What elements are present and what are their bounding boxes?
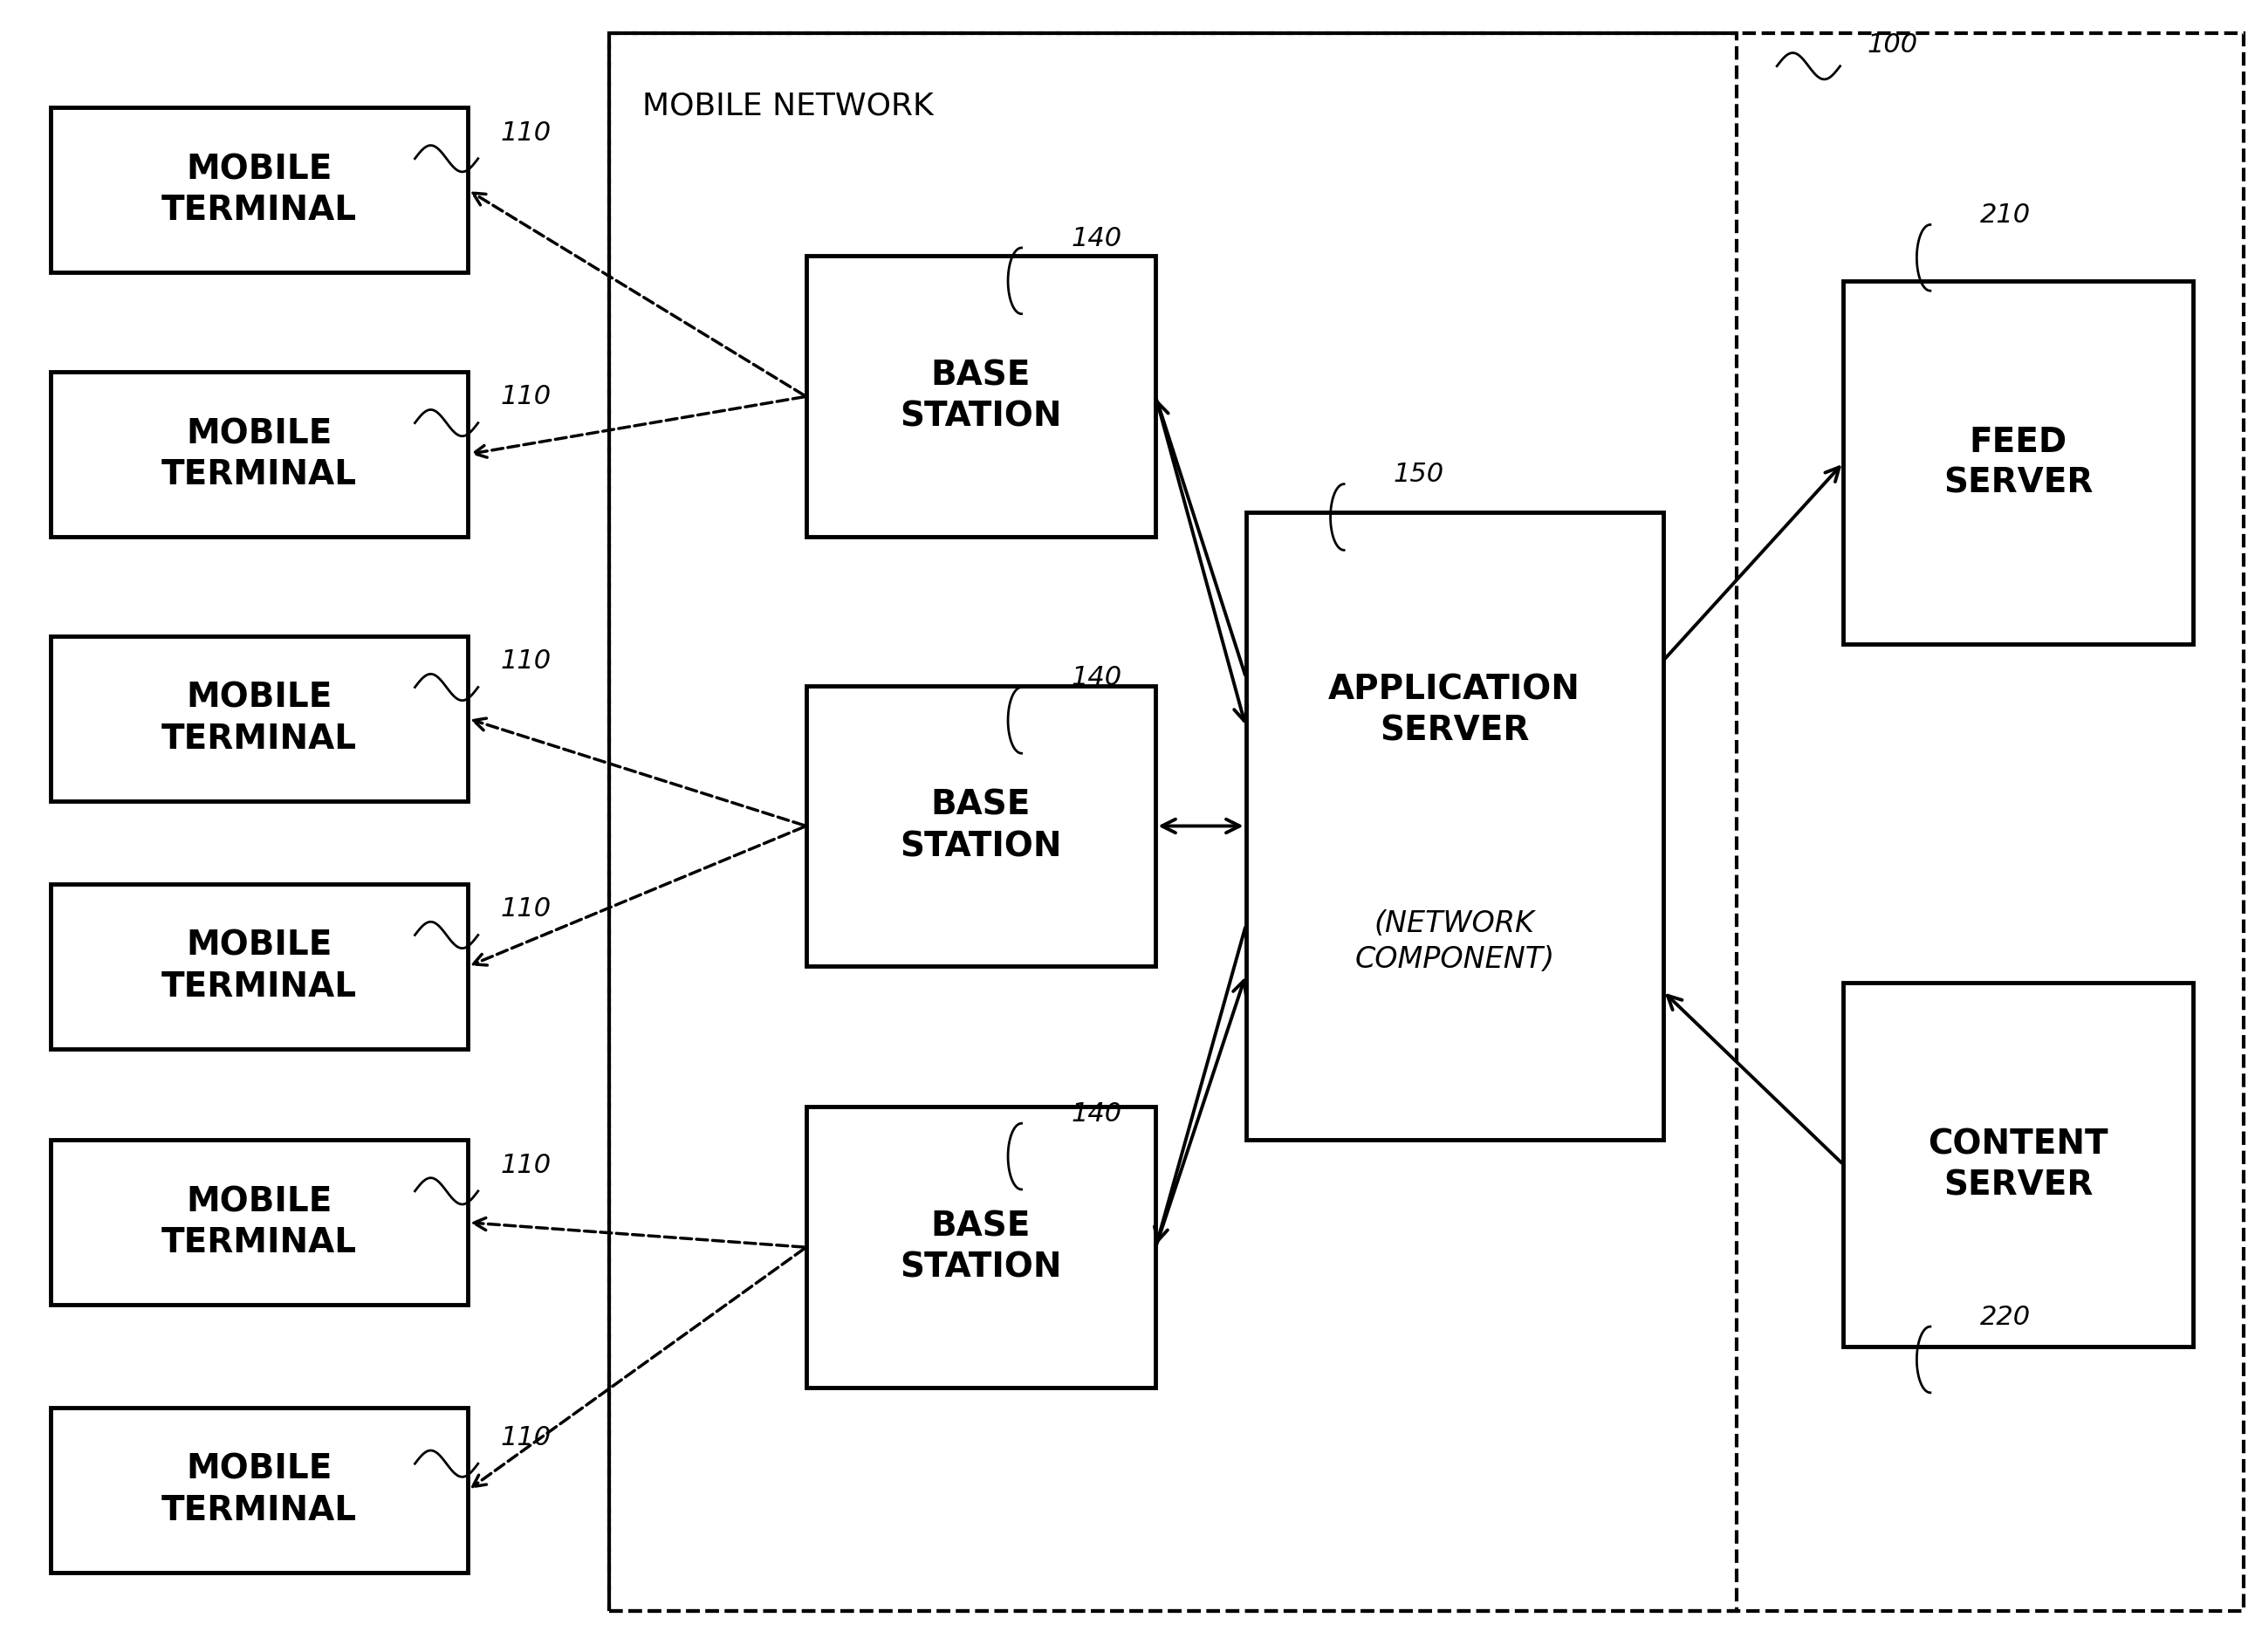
Text: 110: 110 bbox=[501, 897, 550, 922]
FancyBboxPatch shape bbox=[52, 1140, 469, 1305]
Text: 210: 210 bbox=[1980, 203, 2029, 228]
Text: 110: 110 bbox=[501, 1426, 550, 1450]
Text: 140: 140 bbox=[1071, 226, 1121, 251]
Text: (NETWORK
COMPONENT): (NETWORK COMPONENT) bbox=[1355, 910, 1554, 973]
Text: FEED
SERVER: FEED SERVER bbox=[1944, 426, 2093, 499]
Text: BASE
STATION: BASE STATION bbox=[900, 360, 1062, 433]
Text: MOBILE
TERMINAL: MOBILE TERMINAL bbox=[162, 418, 356, 491]
FancyBboxPatch shape bbox=[807, 1107, 1157, 1388]
Text: 100: 100 bbox=[1867, 33, 1917, 58]
Text: 140: 140 bbox=[1071, 1102, 1121, 1127]
Text: 110: 110 bbox=[501, 385, 550, 410]
Text: MOBILE NETWORK: MOBILE NETWORK bbox=[643, 91, 934, 121]
FancyBboxPatch shape bbox=[807, 686, 1157, 966]
FancyBboxPatch shape bbox=[52, 636, 469, 801]
Text: MOBILE
TERMINAL: MOBILE TERMINAL bbox=[162, 682, 356, 755]
Text: 110: 110 bbox=[501, 121, 550, 145]
FancyBboxPatch shape bbox=[1845, 281, 2192, 644]
Text: 140: 140 bbox=[1071, 666, 1121, 691]
FancyBboxPatch shape bbox=[1247, 512, 1664, 1140]
Text: MOBILE
TERMINAL: MOBILE TERMINAL bbox=[162, 154, 356, 226]
Text: APPLICATION
SERVER: APPLICATION SERVER bbox=[1328, 674, 1581, 747]
Text: BASE
STATION: BASE STATION bbox=[900, 790, 1062, 862]
Text: BASE
STATION: BASE STATION bbox=[900, 1211, 1062, 1284]
Text: MOBILE
TERMINAL: MOBILE TERMINAL bbox=[162, 1186, 356, 1259]
Text: 150: 150 bbox=[1394, 463, 1443, 487]
FancyBboxPatch shape bbox=[52, 107, 469, 273]
Text: 110: 110 bbox=[501, 649, 550, 674]
Text: CONTENT
SERVER: CONTENT SERVER bbox=[1928, 1128, 2108, 1201]
FancyBboxPatch shape bbox=[52, 884, 469, 1049]
Text: 220: 220 bbox=[1980, 1305, 2029, 1330]
FancyBboxPatch shape bbox=[807, 256, 1157, 537]
FancyBboxPatch shape bbox=[1845, 983, 2192, 1346]
Text: MOBILE
TERMINAL: MOBILE TERMINAL bbox=[162, 1454, 356, 1526]
FancyBboxPatch shape bbox=[52, 372, 469, 537]
FancyBboxPatch shape bbox=[52, 1408, 469, 1573]
Text: 110: 110 bbox=[501, 1153, 550, 1178]
Text: MOBILE
TERMINAL: MOBILE TERMINAL bbox=[162, 930, 356, 1003]
